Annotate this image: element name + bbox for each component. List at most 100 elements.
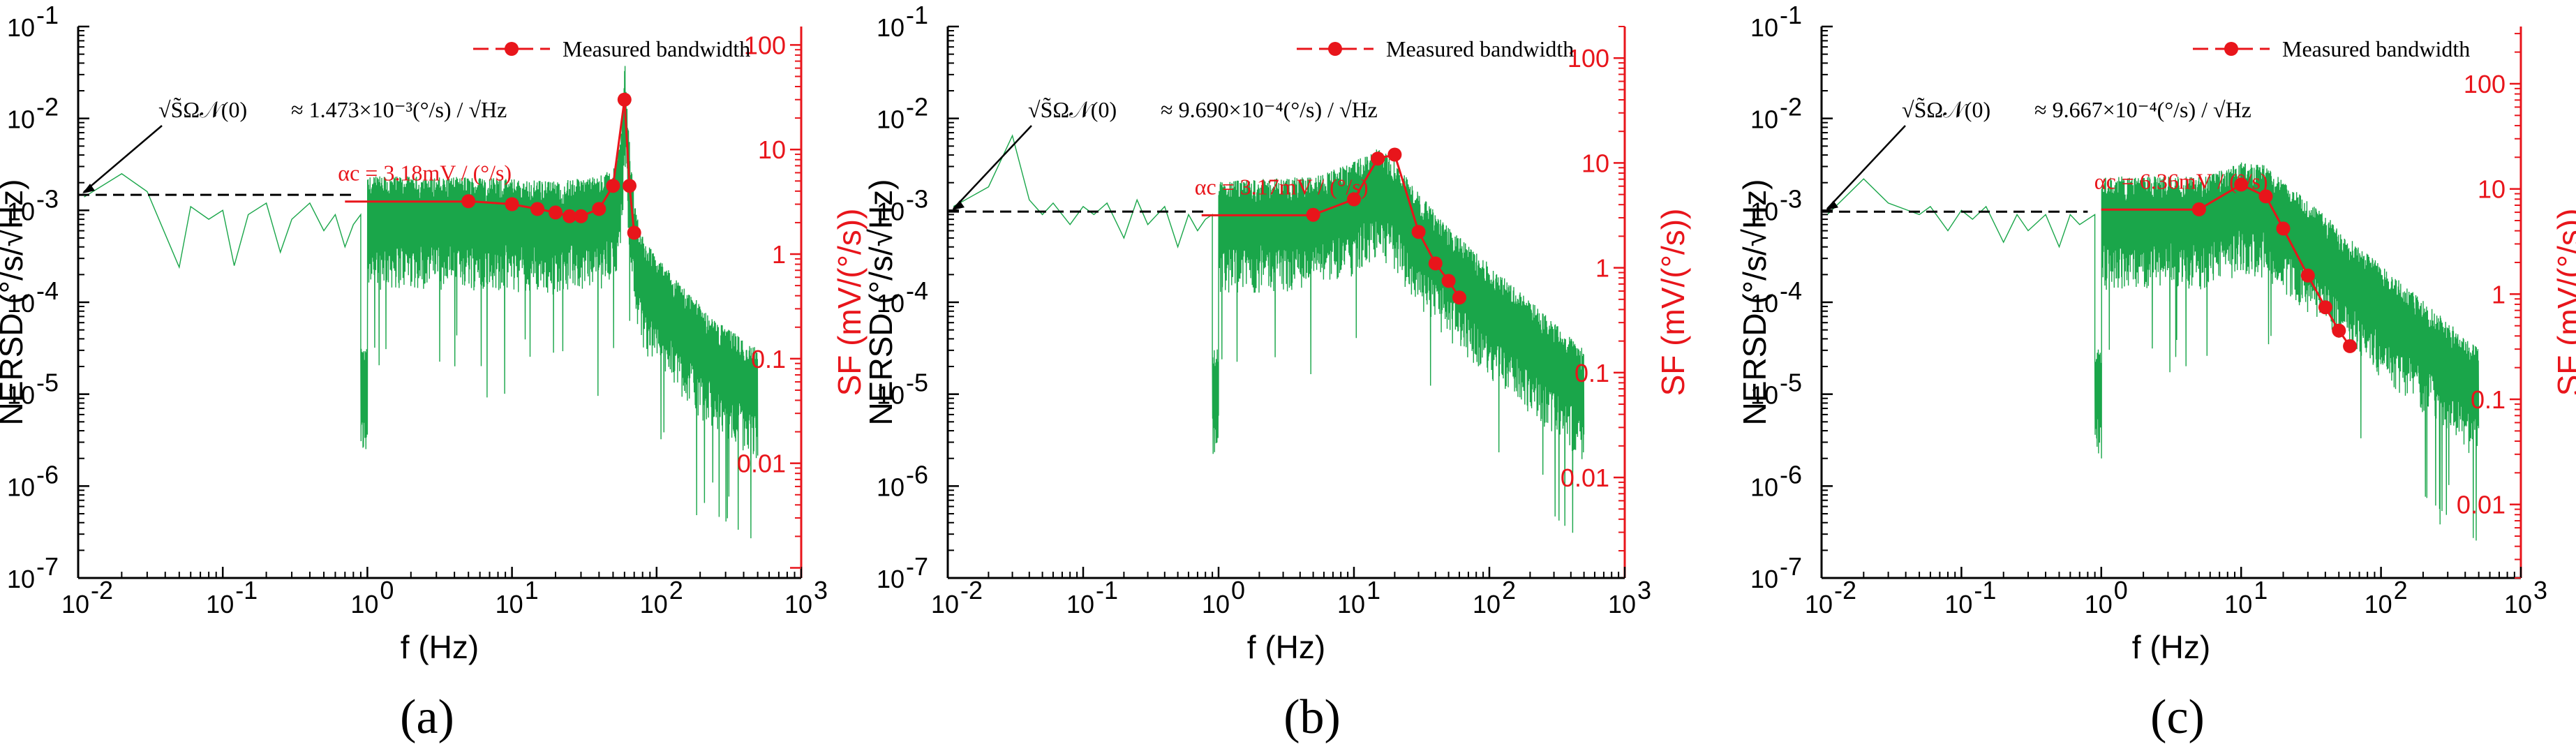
noise-annotation-rhs: ≈ 9.667×10⁻⁴(°/s) / √Hz <box>2034 97 2251 122</box>
x-tick-label: 10 <box>496 590 523 618</box>
y2-tick-label: 10 <box>758 135 786 164</box>
x-tick-label-exp: 0 <box>380 576 394 605</box>
y-tick-label: 10 <box>877 381 904 410</box>
noise-annotation-lhs: √S̃Ω𝒩(0) <box>158 97 247 122</box>
y-axis-label: NERSD (°/s/√Hz) <box>863 179 899 426</box>
y-tick-label: 10 <box>877 289 904 318</box>
x-tick-label-exp: 3 <box>1637 576 1651 605</box>
sf-point <box>1452 290 1466 305</box>
sf-point <box>549 205 563 220</box>
noise-annotation-lhs: √S̃Ω𝒩(0) <box>1028 97 1117 122</box>
y-tick-label: 10 <box>7 289 35 318</box>
alpha-annotation: αc = 3.18mV / (°/s) <box>338 161 512 186</box>
noise-annotation-rhs: ≈ 9.690×10⁻⁴(°/s) / √Hz <box>1161 97 1378 122</box>
y-tick-label: 10 <box>7 565 35 593</box>
y2-tick-label: 1 <box>1595 254 1609 283</box>
y-tick-label: 10 <box>7 381 35 410</box>
y-tick-label: 10 <box>877 565 904 593</box>
y-tick-label: 10 <box>1750 381 1778 410</box>
x-tick-label: 10 <box>1944 590 1972 618</box>
y-tick-label-exp: -4 <box>36 276 59 305</box>
sf-point <box>2258 189 2273 204</box>
legend-marker <box>2224 42 2238 56</box>
y-tick-label-exp: -6 <box>1780 460 1802 489</box>
legend-marker <box>1328 42 1342 56</box>
y-tick-label: 10 <box>1750 197 1778 225</box>
y-tick-label-exp: -5 <box>36 369 59 397</box>
y2-tick-label: 0.01 <box>2457 491 2506 519</box>
x-tick-label: 10 <box>2504 590 2532 618</box>
y2-tick-label: 1 <box>2492 280 2506 309</box>
sf-point <box>505 197 519 212</box>
y2-tick-label: 100 <box>744 31 786 59</box>
noise-annotation-arrowhead <box>952 200 965 211</box>
y-tick-label-exp: -7 <box>906 552 928 581</box>
y-tick-label: 10 <box>7 13 35 42</box>
y-tick-label-exp: -2 <box>906 93 928 121</box>
sf-point <box>1387 147 1402 162</box>
noise-annotation-rhs: ≈ 1.473×10⁻³(°/s) / √Hz <box>291 97 507 122</box>
sf-point <box>2300 268 2315 283</box>
y-axis-label: NERSD (°/s/√Hz) <box>0 179 29 426</box>
sf-point <box>461 194 476 209</box>
y-tick-label-exp: -4 <box>1780 276 1802 305</box>
y-tick-label: 10 <box>7 473 35 501</box>
x-tick-label: 10 <box>1066 590 1094 618</box>
sf-point <box>606 179 620 193</box>
y2-tick-label: 0.1 <box>751 345 786 373</box>
alpha-annotation: αc = 3.17mV / (°/s) <box>1195 174 1369 199</box>
x-tick-label-exp: 0 <box>1231 576 1245 605</box>
y-tick-label: 10 <box>1750 565 1778 593</box>
sf-point <box>623 179 636 193</box>
y-tick-label-exp: -3 <box>906 184 928 213</box>
y-tick-label: 10 <box>7 197 35 225</box>
noise-annotation-arrow <box>1826 125 1906 210</box>
y-tick-label-exp: -6 <box>36 460 59 489</box>
y2-tick-label: 10 <box>1581 149 1609 177</box>
y-tick-label-exp: -5 <box>1780 369 1802 397</box>
x-tick-label: 10 <box>2224 590 2252 618</box>
x-axis-label: f (Hz) <box>401 629 479 665</box>
x-tick-label: 10 <box>1337 590 1365 618</box>
y-tick-label-exp: -1 <box>36 1 59 29</box>
y2-tick-label: 100 <box>1568 44 1609 73</box>
y2-tick-label: 100 <box>2464 70 2506 98</box>
legend-label: Measured bandwidth <box>1386 36 1574 61</box>
sf-point <box>2234 177 2249 192</box>
x-tick-label-exp: 2 <box>669 576 683 605</box>
x-tick-label: 10 <box>2085 590 2113 618</box>
sf-point <box>2343 339 2358 353</box>
x-tick-label: 10 <box>640 590 668 618</box>
x-tick-label-exp: 2 <box>2394 576 2408 605</box>
sf-point <box>627 225 641 240</box>
x-tick-label-exp: 1 <box>2254 576 2268 605</box>
y-tick-label-exp: -5 <box>906 369 928 397</box>
sf-point <box>592 202 606 216</box>
y-tick-label-exp: -2 <box>36 93 59 121</box>
x-tick-label-exp: -1 <box>235 576 258 605</box>
y2-tick-label: 0.01 <box>1561 464 1609 492</box>
y-tick-label-exp: -3 <box>36 184 59 213</box>
x-tick-label-exp: -2 <box>960 576 983 605</box>
legend-marker <box>505 42 519 56</box>
y-tick-label-exp: -7 <box>1780 552 1802 581</box>
noise-annotation-lhs: √S̃Ω𝒩(0) <box>1902 97 1990 122</box>
x-tick-label-exp: -2 <box>91 576 113 605</box>
panel-caption: (a) <box>400 690 454 744</box>
y2-tick-label: 0.01 <box>737 450 786 478</box>
panel-caption: (b) <box>1283 690 1341 744</box>
y-tick-label: 10 <box>877 473 904 501</box>
sf-point <box>1371 151 1385 166</box>
sf-point <box>1347 192 1361 207</box>
legend-label: Measured bandwidth <box>2282 36 2470 61</box>
x-tick-label: 10 <box>784 590 812 618</box>
y-tick-label: 10 <box>7 105 35 134</box>
noise-annotation-arrow <box>83 125 163 193</box>
x-tick-label-exp: 3 <box>2533 576 2547 605</box>
x-axis-label: f (Hz) <box>1247 629 1325 665</box>
noise-annotation-arrowhead <box>1826 200 1838 211</box>
noise-annotation-arrow <box>953 125 1032 209</box>
x-tick-label: 10 <box>206 590 234 618</box>
sf-point <box>1411 225 1426 239</box>
